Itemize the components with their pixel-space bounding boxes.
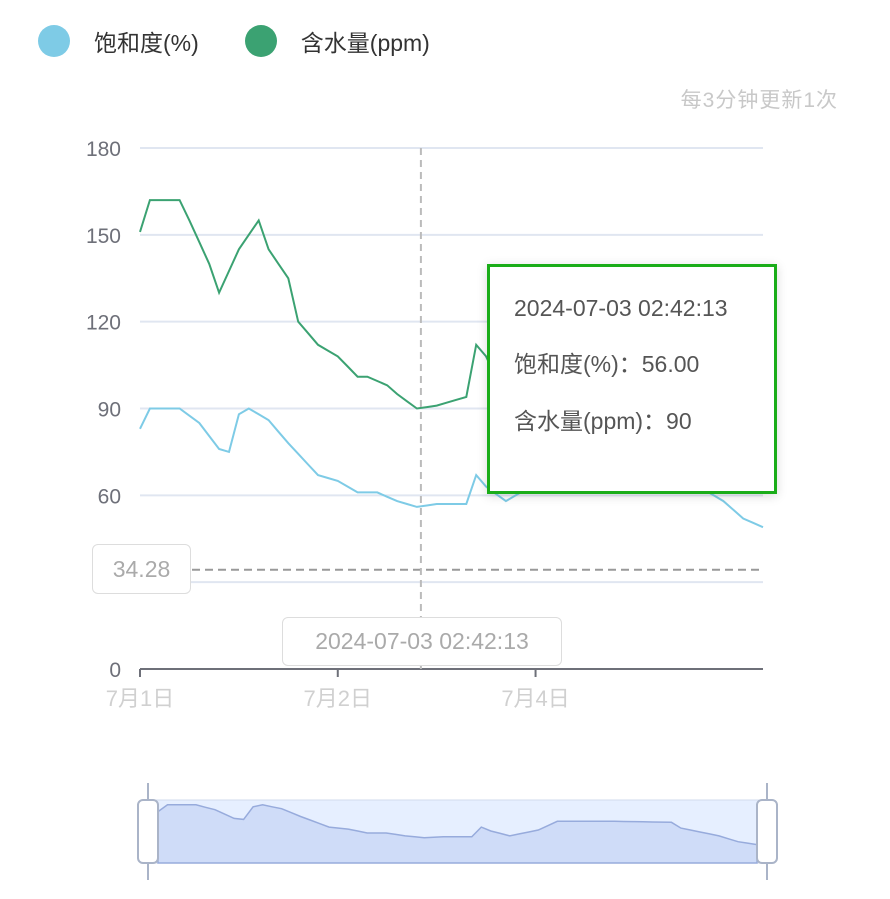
mark-line-label: 34.28 — [92, 544, 191, 594]
legend-dot-icon — [244, 25, 277, 57]
legend-label: 饱和度(%) — [94, 30, 199, 56]
legend-dot-icon — [38, 25, 70, 57]
x-tick-label: 7月2日 — [304, 686, 372, 711]
tooltip-time: 2024-07-03 02:42:13 — [514, 295, 728, 321]
datazoom-left-handle[interactable] — [137, 799, 159, 864]
tooltip-row-saturation: 饱和度(%)：56.00 — [514, 351, 700, 377]
y-tick-label: 180 — [86, 138, 121, 161]
y-tick-label: 150 — [86, 225, 121, 248]
legend-item-saturation[interactable]: 饱和度(%) — [38, 24, 199, 58]
datazoom-preview-area — [157, 804, 758, 864]
axis-pointer-label: 2024-07-03 02:42:13 — [282, 617, 562, 666]
legend-label: 含水量(ppm) — [300, 30, 430, 56]
y-tick-label: 90 — [98, 399, 121, 422]
x-tick-label: 7月1日 — [106, 686, 174, 711]
legend-item-moisture[interactable]: 含水量(ppm) — [244, 24, 430, 58]
y-tick-label: 60 — [98, 485, 121, 508]
x-tick-label: 7月4日 — [501, 686, 569, 711]
datazoom-right-handle[interactable] — [756, 799, 778, 864]
tooltip: 2024-07-03 02:42:13 饱和度(%)：56.00 含水量(ppm… — [487, 264, 777, 494]
y-tick-label: 0 — [109, 659, 121, 682]
update-note: 每3分钟更新1次 — [680, 89, 838, 112]
y-tick-label: 120 — [86, 312, 121, 335]
tooltip-row-moisture: 含水量(ppm)：90 — [514, 408, 692, 434]
legend: 饱和度(%) 含水量(ppm) — [38, 24, 476, 58]
